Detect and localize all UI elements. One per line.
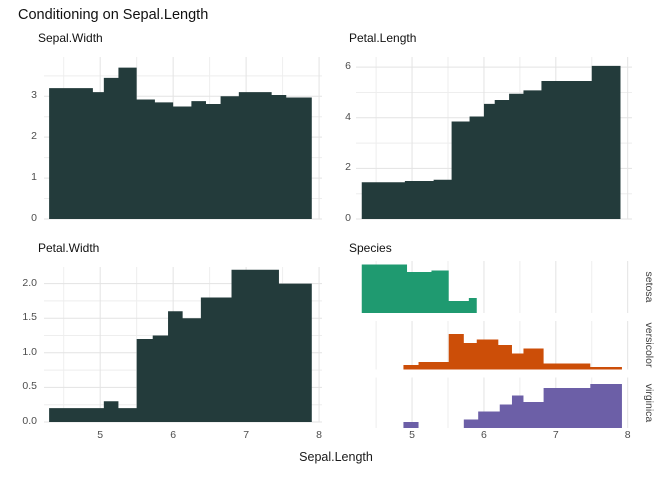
x-tick-label: 5 <box>97 429 104 441</box>
y-tick-label: 1.5 <box>22 311 37 324</box>
histogram-setosa <box>361 264 477 313</box>
y-tick-label: 2.0 <box>22 276 37 289</box>
y-tick-label: 3 <box>31 89 37 102</box>
x-tick-label: 7 <box>552 429 559 441</box>
y-tick-label: 0.5 <box>22 380 37 393</box>
y-tick-label: 2 <box>31 130 37 143</box>
facet-strip-label-versicolor: versicolor <box>643 322 655 368</box>
figure-title: Conditioning on Sepal.Length <box>18 7 209 23</box>
panel-title-sepal-width: Sepal.Width <box>38 31 103 45</box>
y-tick-label: 0 <box>345 212 351 224</box>
petal-length-step-area <box>361 65 621 219</box>
y-tick-label: 4 <box>345 110 351 123</box>
panel-title-species: Species <box>349 241 392 255</box>
y-tick-label: 0.0 <box>22 415 37 427</box>
histogram-virginica <box>403 384 622 428</box>
x-tick-label: 6 <box>170 429 177 441</box>
x-tick-label: 6 <box>481 429 487 441</box>
petal-width-step-area <box>49 269 312 422</box>
y-tick-label: 0 <box>31 212 37 224</box>
y-tick-label: 2 <box>345 161 351 174</box>
x-tick-label: 8 <box>624 429 631 441</box>
y-tick-label: 1 <box>31 171 37 184</box>
panel-title-petal-width: Petal.Width <box>38 241 100 255</box>
x-tick-label: 8 <box>316 429 322 441</box>
y-tick-label: 1.0 <box>22 345 37 358</box>
y-tick-label: 6 <box>345 60 351 73</box>
x-axis-title: Sepal.Length <box>299 450 373 464</box>
facet-strip-label-virginica: virginica <box>643 383 655 423</box>
histogram-versicolor <box>403 334 622 370</box>
x-tick-label: 5 <box>409 429 415 441</box>
x-tick-label: 7 <box>243 429 250 441</box>
sepal-width-step-area <box>49 67 312 220</box>
facet-strip-label-setosa: setosa <box>643 271 655 303</box>
panel-title-petal-length: Petal.Length <box>349 31 417 45</box>
